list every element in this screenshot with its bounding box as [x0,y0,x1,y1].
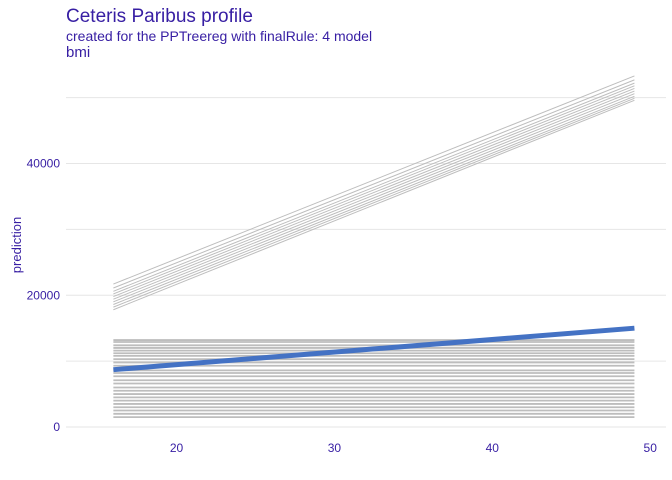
y-axis-title: prediction [9,217,24,273]
mean-profile-line [113,325,635,373]
tick-labels: 20 30 40 50 0 20000 40000 [27,157,658,455]
lower-profiles [113,339,635,419]
profile-line [113,82,635,292]
x-tick-label: 50 [644,441,658,455]
profile-line [113,79,635,289]
mean-profile [113,325,635,373]
profile-line [113,90,635,300]
profile-line [113,93,635,303]
x-tick-label: 20 [170,441,184,455]
y-tick-label: 20000 [27,288,61,302]
profile-line [113,87,635,298]
y-tick-label: 0 [53,420,60,434]
panel-label: bmi [66,44,91,61]
profile-line [113,97,635,308]
x-tick-label: 30 [328,441,342,455]
chart-subtitle: created for the PPTreereg with finalRule… [66,28,373,44]
profile-line [113,85,635,295]
upper-profiles [113,75,635,311]
x-tick-label: 40 [486,441,500,455]
grid-layer [66,97,666,428]
profile-line [113,99,635,311]
chart-title: Ceteris Paribus profile [66,6,253,27]
profile-line [113,95,635,305]
y-tick-label: 40000 [27,157,61,171]
profile-line [113,75,635,285]
